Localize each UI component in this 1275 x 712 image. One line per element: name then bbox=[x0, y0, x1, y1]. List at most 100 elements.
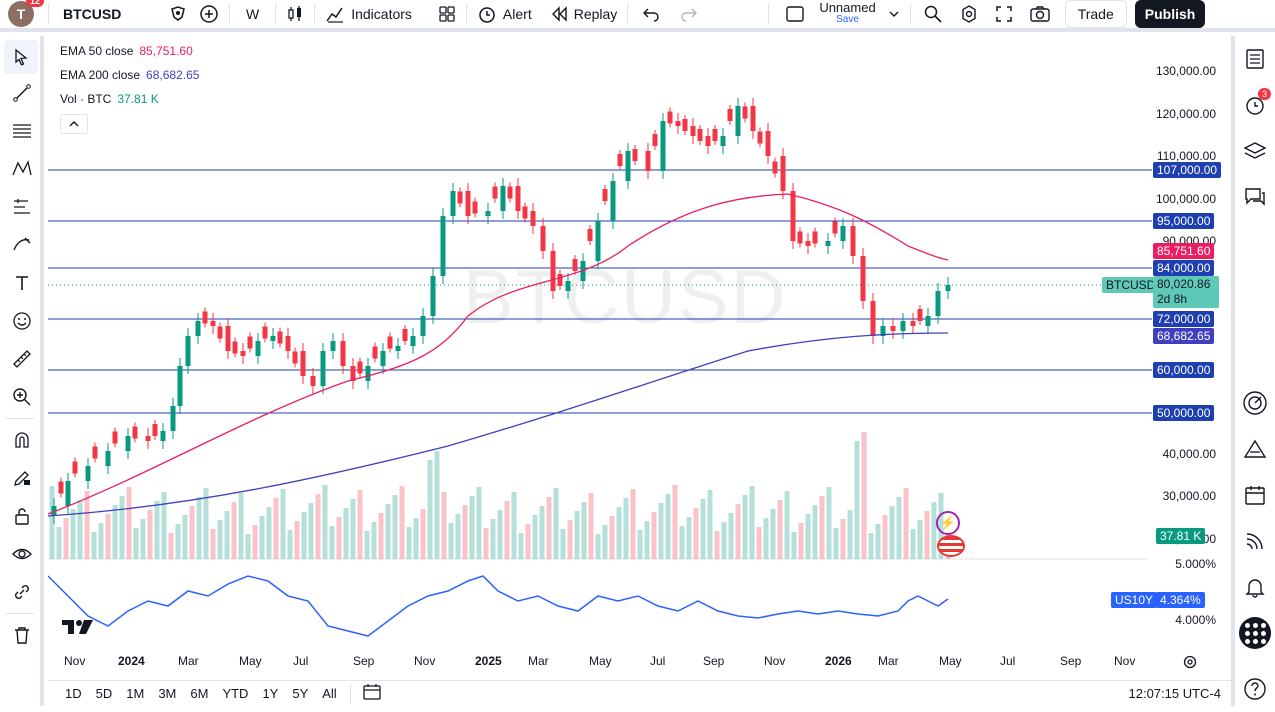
add-symbol-button[interactable] bbox=[193, 0, 225, 28]
hline-tag-72000[interactable]: 72,000.00 bbox=[1153, 311, 1215, 327]
trade-button[interactable]: Trade bbox=[1064, 0, 1127, 28]
candle-body bbox=[92, 446, 98, 459]
zoom-tool[interactable] bbox=[0, 378, 44, 416]
target-button[interactable] bbox=[1235, 380, 1275, 426]
volume-bar bbox=[539, 506, 545, 559]
range-button-5y[interactable]: 5Y bbox=[292, 686, 309, 701]
magnet-tool[interactable] bbox=[0, 421, 44, 459]
text-tool[interactable] bbox=[0, 264, 44, 302]
products-button[interactable] bbox=[1235, 610, 1275, 656]
pattern-tool[interactable] bbox=[0, 150, 44, 188]
grid-layout-icon bbox=[439, 6, 455, 22]
divider bbox=[48, 4, 49, 24]
data-window-button[interactable] bbox=[1235, 128, 1275, 174]
hline-tag-60000[interactable]: 60,000.00 bbox=[1153, 362, 1215, 378]
settings-button[interactable] bbox=[951, 0, 987, 28]
avatar-letter: T bbox=[16, 6, 26, 22]
news-button[interactable] bbox=[1235, 518, 1275, 564]
compare-symbol-button[interactable] bbox=[163, 0, 193, 28]
range-button-1y[interactable]: 1Y bbox=[262, 686, 279, 701]
hline-tag-50000[interactable]: 50,000.00 bbox=[1153, 405, 1215, 421]
publish-button[interactable]: Publish bbox=[1134, 0, 1206, 28]
help-button[interactable] bbox=[1235, 666, 1275, 712]
horizontal-lines-icon bbox=[13, 124, 31, 138]
alerts-button[interactable]: 3 bbox=[1235, 82, 1275, 128]
gear-icon[interactable] bbox=[1182, 654, 1198, 670]
ema50-legend[interactable]: EMA 50 close 85,751.60 bbox=[60, 44, 193, 58]
range-button-1m[interactable]: 1M bbox=[126, 686, 145, 701]
trend-line-tool[interactable] bbox=[0, 74, 44, 112]
layout-menu[interactable]: Unnamed Save bbox=[779, 0, 905, 28]
hline-tag-95000[interactable]: 95,000.00 bbox=[1153, 213, 1215, 229]
calendar-button[interactable] bbox=[1235, 472, 1275, 518]
clock-readout[interactable]: 12:07:15 UTC-4 bbox=[1128, 686, 1222, 701]
ideas-button[interactable] bbox=[1235, 426, 1275, 472]
time-axis-label: Sep bbox=[353, 654, 375, 668]
brush-tool[interactable] bbox=[0, 226, 44, 264]
quick-search-button[interactable] bbox=[915, 0, 951, 28]
volume-bar bbox=[756, 527, 762, 559]
chart-type-button[interactable] bbox=[280, 0, 310, 28]
candle-body bbox=[917, 309, 923, 321]
stay-in-drawing-tool[interactable] bbox=[0, 459, 44, 497]
remove-drawings-tool[interactable] bbox=[0, 616, 44, 654]
range-button-5d[interactable]: 5D bbox=[95, 686, 113, 701]
volume-legend[interactable]: Vol · BTC 37.81 K bbox=[60, 92, 159, 106]
snapshot-button[interactable] bbox=[1021, 0, 1059, 28]
ai-event-icon[interactable]: ⚡ bbox=[936, 511, 960, 535]
volume-bar bbox=[182, 515, 188, 559]
volume-bar bbox=[924, 511, 930, 559]
projection-tool[interactable] bbox=[0, 188, 44, 226]
cursor-tool[interactable] bbox=[4, 40, 38, 74]
volume-bar bbox=[322, 485, 328, 559]
tradingview-logo-icon[interactable] bbox=[60, 616, 96, 636]
range-button-all[interactable]: All bbox=[322, 686, 337, 701]
fullscreen-button[interactable] bbox=[987, 0, 1021, 28]
redo-button[interactable] bbox=[670, 0, 708, 28]
candle-body bbox=[617, 154, 623, 166]
chat-button[interactable] bbox=[1235, 174, 1275, 220]
candle-body bbox=[132, 426, 138, 439]
range-button-6m[interactable]: 6M bbox=[190, 686, 209, 701]
us-flag-icon[interactable] bbox=[937, 535, 965, 557]
symbol-search[interactable]: BTCUSD bbox=[53, 0, 163, 28]
volume-bar bbox=[420, 509, 426, 559]
indicators-button[interactable]: Indicators bbox=[319, 0, 418, 28]
candles-icon bbox=[288, 6, 302, 21]
measure-tool[interactable] bbox=[0, 340, 44, 378]
range-button-ytd[interactable]: YTD bbox=[222, 686, 249, 701]
collapse-legend-button[interactable] bbox=[60, 114, 88, 134]
lock-drawings-tool[interactable] bbox=[0, 497, 44, 535]
alert-button[interactable]: Alert bbox=[471, 0, 538, 28]
symbol-price-tag: BTCUSD bbox=[1102, 277, 1160, 293]
time-axis-label: Nov bbox=[764, 654, 786, 668]
user-avatar[interactable]: T 12 bbox=[8, 0, 44, 27]
candle-body bbox=[145, 436, 151, 441]
notifications-button[interactable] bbox=[1235, 564, 1275, 610]
hline-tag-84000[interactable]: 84,000.00 bbox=[1153, 260, 1215, 276]
date-range-button[interactable] bbox=[355, 683, 389, 704]
volume-bar bbox=[427, 460, 433, 559]
range-button-3m[interactable]: 3M bbox=[158, 686, 177, 701]
volume-bar bbox=[441, 492, 447, 559]
replay-button[interactable]: Replay bbox=[544, 0, 624, 28]
emoji-tool[interactable] bbox=[0, 302, 44, 340]
layouts-button[interactable] bbox=[432, 0, 462, 28]
target-icon bbox=[1243, 391, 1267, 415]
fib-tool[interactable] bbox=[0, 112, 44, 150]
chevron-up-icon bbox=[69, 121, 79, 127]
interval-button[interactable]: W bbox=[234, 0, 271, 28]
hide-drawings-tool[interactable] bbox=[0, 535, 44, 573]
range-button-1d[interactable]: 1D bbox=[65, 686, 82, 701]
candle-body bbox=[935, 291, 941, 316]
time-axis-label: 2025 bbox=[475, 654, 502, 668]
hline-tag-107000[interactable]: 107,000.00 bbox=[1153, 162, 1222, 178]
ema200-legend[interactable]: EMA 200 close 68,682.65 bbox=[60, 68, 199, 82]
undo-button[interactable] bbox=[632, 0, 670, 28]
chart-pane[interactable]: BTCUSD EMA 50 close 85,751.60 EMA 200 clo… bbox=[48, 36, 1231, 676]
watchlist-button[interactable] bbox=[1235, 36, 1275, 82]
price-chart[interactable] bbox=[48, 36, 1231, 676]
ema50-legend-value: 85,751.60 bbox=[139, 44, 193, 58]
zoom-in-icon bbox=[13, 388, 31, 406]
link-tool[interactable] bbox=[0, 573, 44, 611]
